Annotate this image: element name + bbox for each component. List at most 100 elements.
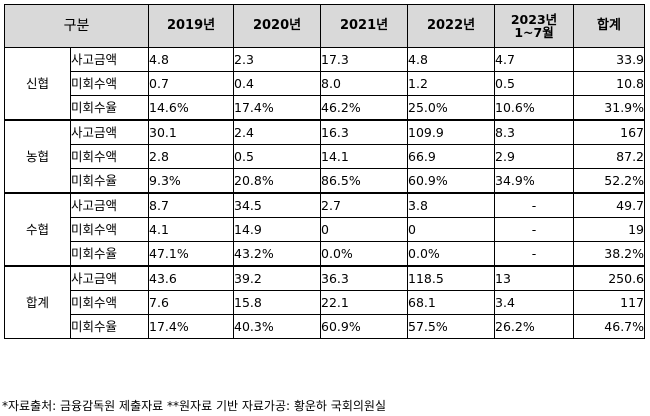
- table-row: 미회수율 17.4% 40.3% 60.9% 57.5% 26.2% 46.7%: [5, 314, 646, 339]
- header-corner: 구분: [3, 4, 150, 48]
- cell-shinhyup-unrecovered-rate-total: 31.9%: [573, 95, 646, 121]
- cell-suhyup-unrecovered-rate-total: 38.2%: [573, 241, 646, 267]
- metric-label-unrecovered-rate: 미회수율: [69, 314, 150, 339]
- data-table: 구분 2019년 2020년 2021년 2022년 2023년 1~7월 합계…: [3, 4, 646, 339]
- cell-shinhyup-unrecovered-rate-2019: 14.6%: [148, 95, 235, 121]
- cell-total-accident-amount-2020: 39.2: [233, 265, 322, 291]
- cell-nonghyup-unrecovered-amount-2022: 66.9: [407, 144, 496, 169]
- cell-total-accident-amount-2022: 118.5: [407, 265, 496, 291]
- cell-suhyup-unrecovered-amount-2020: 14.9: [233, 217, 322, 242]
- table-row: 수협 사고금액 8.7 34.5 2.7 3.8-49.7: [4, 192, 646, 267]
- cell-nonghyup-unrecovered-rate-2020: 20.8%: [233, 168, 322, 194]
- cell-shinhyup-unrecovered-amount-2022: 1.2: [407, 71, 496, 96]
- header-row: 구분 2019년 2020년 2021년 2022년 2023년 1~7월 합계: [3, 4, 646, 48]
- metric-label-unrecovered-amount: 미회수액: [69, 144, 150, 169]
- table-row: 신협 사고금액 4.8 2.3 17.3 4.8 4.7 33.9: [4, 47, 646, 121]
- metric-label-accident-amount: 사고금액: [69, 47, 150, 72]
- group-label-suhyup: 수협: [4, 192, 71, 267]
- cell-suhyup-unrecovered-rate-2019: 47.1%: [148, 241, 235, 267]
- group-label-nonghyup: 농협: [4, 119, 71, 194]
- cell-nonghyup-unrecovered-rate-2019: 9.3%: [148, 168, 235, 194]
- table-body: 신협 사고금액 4.8 2.3 17.3 4.8 4.7 33.9 미회수액 0.7 0.4 8.0 1…: [4, 47, 646, 339]
- metric-label-unrecovered-rate: 미회수율: [69, 95, 150, 121]
- cell-shinhyup-unrecovered-rate-2021: 46.2%: [320, 95, 409, 121]
- cell-total-unrecovered-rate-2019: 17.4%: [148, 314, 235, 339]
- table-row: 미회수율 14.6% 17.4% 46.2% 25.0% 10.6% 31.9%: [5, 95, 646, 121]
- footnote: *자료출처: 금융감독원 제출자료 **원자료 기반 자료가공: 황운하 국회의…: [2, 399, 386, 413]
- cell-total-unrecovered-rate-2023: 26.2%: [494, 314, 575, 339]
- metric-label-unrecovered-amount: 미회수액: [69, 217, 150, 242]
- cell-total-unrecovered-amount-2021: 22.1: [320, 290, 409, 315]
- cell-nonghyup-unrecovered-rate-total: 52.2%: [573, 168, 646, 194]
- cell-total-accident-amount-total: 250.6: [573, 265, 646, 291]
- metric-label-accident-amount: 사고금액: [69, 192, 150, 218]
- cell-shinhyup-accident-amount-total: 33.9: [573, 47, 646, 72]
- cell-suhyup-unrecovered-amount-total: 19: [573, 217, 646, 242]
- cell-nonghyup-accident-amount-2019: 30.1: [148, 119, 235, 145]
- cell-suhyup-unrecovered-rate-2023: -: [494, 241, 575, 267]
- cell-suhyup-accident-amount-total: 49.7: [573, 192, 646, 218]
- cell-shinhyup-accident-amount-2021: 17.3: [320, 47, 409, 72]
- metric-label-accident-amount: 사고금액: [69, 119, 150, 145]
- header-col-2020: 2020년: [233, 4, 322, 48]
- cell-nonghyup-accident-amount-2021: 16.3: [320, 119, 409, 145]
- metric-label-unrecovered-amount: 미회수액: [69, 71, 150, 96]
- cell-total-unrecovered-rate-2022: 57.5%: [407, 314, 496, 339]
- cell-suhyup-unrecovered-amount-2019: 4.1: [148, 217, 235, 242]
- cell-total-unrecovered-amount-total: 117: [573, 290, 646, 315]
- cell-shinhyup-accident-amount-2020: 2.3: [233, 47, 322, 72]
- table-row: 미회수율 47.1% 43.2% 0.0% 0.0% -38.2%: [5, 241, 646, 267]
- cell-nonghyup-unrecovered-amount-2023: 2.9: [494, 144, 575, 169]
- cell-shinhyup-accident-amount-2019: 4.8: [148, 47, 235, 72]
- cell-suhyup-unrecovered-amount-2022: 0: [407, 217, 496, 242]
- table-row: 미회수액 0.7 0.4 8.0 1.2 0.5 10.8: [5, 71, 646, 96]
- table-row: 미회수액 7.6 15.8 22.1 68.1 3.4 117: [5, 290, 646, 315]
- cell-suhyup-unrecovered-rate-2020: 43.2%: [233, 241, 322, 267]
- cell-shinhyup-unrecovered-amount-2020: 0.4: [233, 71, 322, 96]
- cell-shinhyup-unrecovered-amount-2023: 0.5: [494, 71, 575, 96]
- cell-total-accident-amount-2019: 43.6: [148, 265, 235, 291]
- cell-shinhyup-unrecovered-rate-2020: 17.4%: [233, 95, 322, 121]
- header-col-2023: 2023년 1~7월: [494, 4, 575, 48]
- cell-nonghyup-unrecovered-amount-2020: 0.5: [233, 144, 322, 169]
- cell-nonghyup-unrecovered-amount-2021: 14.1: [320, 144, 409, 169]
- cell-nonghyup-accident-amount-total: 167: [573, 119, 646, 145]
- cell-total-unrecovered-rate-2021: 60.9%: [320, 314, 409, 339]
- group-label-shinhyup: 신협: [4, 47, 71, 121]
- cell-nonghyup-unrecovered-rate-2023: 34.9%: [494, 168, 575, 194]
- cell-nonghyup-unrecovered-rate-2022: 60.9%: [407, 168, 496, 194]
- cell-nonghyup-unrecovered-amount-2019: 2.8: [148, 144, 235, 169]
- cell-shinhyup-unrecovered-amount-2019: 0.7: [148, 71, 235, 96]
- cell-total-unrecovered-amount-2020: 15.8: [233, 290, 322, 315]
- cell-nonghyup-accident-amount-2020: 2.4: [233, 119, 322, 145]
- cell-suhyup-accident-amount-2019: 8.7: [148, 192, 235, 218]
- cell-suhyup-accident-amount-2022: 3.8: [407, 192, 496, 218]
- cell-nonghyup-unrecovered-amount-total: 87.2: [573, 144, 646, 169]
- cell-suhyup-unrecovered-amount-2023: -: [494, 217, 575, 242]
- cell-suhyup-unrecovered-amount-2021: 0: [320, 217, 409, 242]
- header-col-2022: 2022년: [407, 4, 496, 48]
- cell-nonghyup-unrecovered-rate-2021: 86.5%: [320, 168, 409, 194]
- cell-shinhyup-unrecovered-amount-total: 10.8: [573, 71, 646, 96]
- table-row: 미회수율 9.3% 20.8% 86.5% 60.9% 34.9% 52.2%: [5, 168, 646, 194]
- metric-label-unrecovered-rate: 미회수율: [69, 168, 150, 194]
- metric-label-accident-amount: 사고금액: [69, 265, 150, 291]
- metric-label-unrecovered-rate: 미회수율: [69, 241, 150, 267]
- cell-suhyup-unrecovered-rate-2022: 0.0%: [407, 241, 496, 267]
- cell-shinhyup-accident-amount-2022: 4.8: [407, 47, 496, 72]
- table-row: 미회수액 4.1 14.9 0 0-19: [5, 217, 646, 242]
- cell-nonghyup-accident-amount-2022: 109.9: [407, 119, 496, 145]
- cell-total-accident-amount-2023: 13: [494, 265, 575, 291]
- cell-shinhyup-unrecovered-rate-2022: 25.0%: [407, 95, 496, 121]
- cell-suhyup-accident-amount-2020: 34.5: [233, 192, 322, 218]
- cell-suhyup-accident-amount-2023: -: [494, 192, 575, 218]
- table-row: 미회수액 2.8 0.5 14.1 66.9 2.9 87.2: [5, 144, 646, 169]
- group-label-total: 합계: [4, 265, 71, 339]
- table-row: 합계 사고금액 43.6 39.2 36.3 118.5 13 250.6: [4, 265, 646, 339]
- metric-label-unrecovered-amount: 미회수액: [69, 290, 150, 315]
- cell-suhyup-accident-amount-2021: 2.7: [320, 192, 409, 218]
- cell-total-unrecovered-rate-2020: 40.3%: [233, 314, 322, 339]
- cell-total-unrecovered-rate-total: 46.7%: [573, 314, 646, 339]
- header-col-2021: 2021년: [320, 4, 409, 48]
